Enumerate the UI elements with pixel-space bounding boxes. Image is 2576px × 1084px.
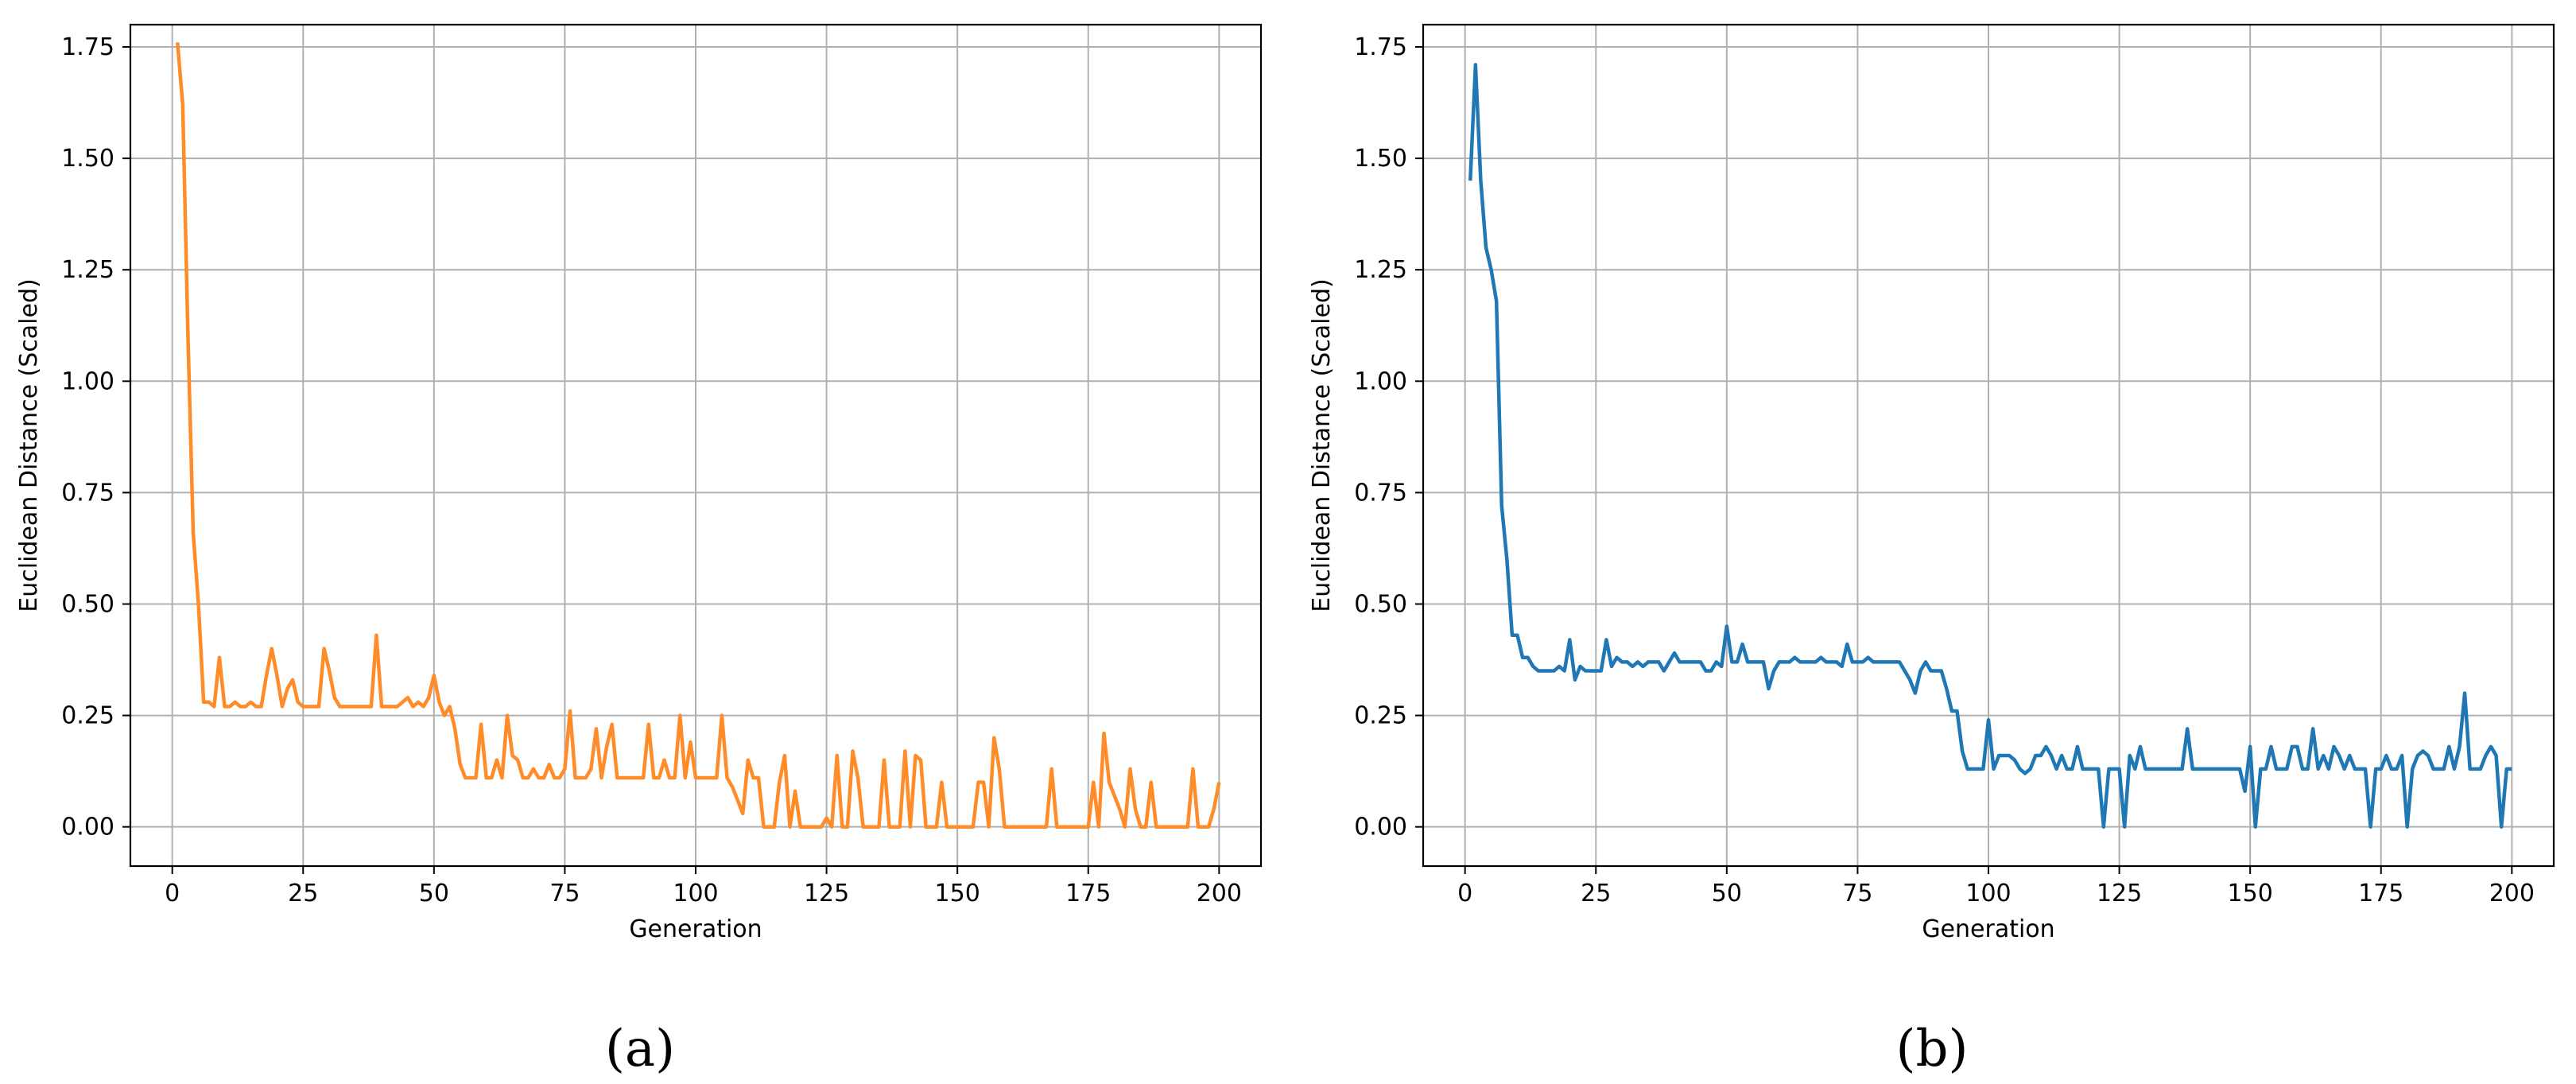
y-tick-label: 0.00	[61, 814, 114, 841]
series-line	[176, 42, 1221, 829]
y-tick-label: 1.25	[61, 256, 114, 284]
y-tick-label: 0.75	[1354, 479, 1407, 507]
x-tick-label: 200	[1197, 880, 1242, 907]
panel-caption: (b)	[1896, 1020, 1969, 1078]
x-tick-label: 0	[165, 880, 180, 907]
x-tick-label: 50	[419, 880, 449, 907]
chart-panel-a: 0 25 50 75 100 125 150 175 200 0.00 0.25 0.50 0.75 1.…	[15, 23, 1263, 1078]
y-tick-label: 1.00	[61, 367, 114, 395]
y-axis-label: Euclidean Distance (Scaled)	[1308, 278, 1336, 612]
y-tick-label: 1.75	[61, 33, 114, 61]
x-tick-label: 50	[1712, 880, 1742, 907]
panel-caption: (a)	[605, 1020, 675, 1078]
x-tick-label: 125	[2097, 880, 2142, 907]
y-tick-label: 0.50	[61, 590, 114, 618]
y-tick-label: 1.25	[1354, 256, 1407, 284]
y-tick-label: 1.50	[1354, 145, 1407, 173]
x-tick-label: 75	[549, 880, 580, 907]
y-tick-label: 0.00	[1354, 814, 1407, 841]
x-tick-label: 25	[1581, 880, 1611, 907]
x-tick-label: 175	[1065, 880, 1111, 907]
chart-panel-b: 0 25 50 75 100 125 150 175 200 0.00 0.25 0.50 0.75 1.…	[1308, 23, 2555, 1078]
x-tick-label: 150	[2228, 880, 2273, 907]
x-tick-label: 200	[2489, 880, 2535, 907]
y-axis-label: Euclidean Distance (Scaled)	[15, 278, 43, 612]
y-tick-label: 1.75	[1354, 33, 1407, 61]
x-tick-label: 25	[288, 880, 318, 907]
x-tick-label: 75	[1842, 880, 1872, 907]
x-tick-label: 150	[935, 880, 980, 907]
x-tick-label: 175	[2358, 880, 2403, 907]
y-tick-label: 1.00	[1354, 367, 1407, 395]
y-tick-label: 1.50	[61, 145, 114, 173]
x-tick-label: 125	[804, 880, 849, 907]
y-tick-label: 0.75	[61, 479, 114, 507]
x-tick-label: 100	[673, 880, 718, 907]
y-tick-label: 0.50	[1354, 590, 1407, 618]
y-tick-label: 0.25	[1354, 702, 1407, 730]
x-axis-label: Generation	[629, 915, 762, 943]
x-tick-label: 0	[1457, 880, 1472, 907]
y-tick-label: 0.25	[61, 702, 114, 730]
x-tick-label: 100	[1965, 880, 2011, 907]
x-axis-label: Generation	[1922, 915, 2054, 943]
series-line	[1468, 63, 2512, 829]
